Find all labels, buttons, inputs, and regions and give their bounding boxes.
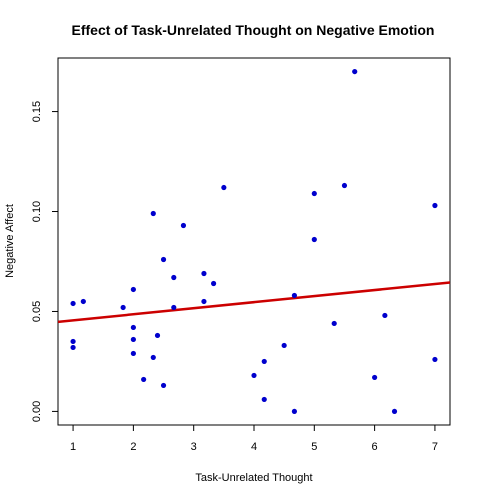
regression-line-group — [57, 281, 451, 324]
data-point — [70, 300, 76, 307]
y-tick-label: 0.05 — [31, 301, 43, 322]
data-point — [382, 312, 388, 319]
y-tick-label: 0.00 — [31, 401, 43, 422]
data-point — [261, 358, 267, 365]
data-point — [160, 256, 167, 263]
x-tick-label: 5 — [311, 441, 317, 453]
data-point — [291, 292, 298, 299]
data-point — [130, 350, 136, 357]
data-point — [120, 304, 126, 311]
data-point — [261, 396, 267, 403]
data-point — [160, 382, 167, 389]
data-points — [70, 68, 438, 415]
data-point — [210, 280, 217, 287]
data-point — [391, 408, 398, 415]
data-point — [281, 342, 287, 349]
data-point — [201, 298, 207, 305]
data-point — [201, 270, 207, 277]
data-point — [130, 336, 136, 343]
data-point — [432, 202, 438, 209]
data-point — [432, 356, 438, 363]
x-tick-label: 3 — [191, 441, 197, 453]
data-point — [141, 376, 147, 383]
data-point — [70, 338, 76, 345]
x-tick-label: 7 — [432, 441, 438, 453]
data-point — [150, 354, 156, 361]
data-point — [251, 372, 257, 379]
y-tick-label: 0.15 — [31, 101, 43, 122]
y-tick-label: 0.10 — [31, 201, 43, 222]
data-point — [150, 210, 156, 217]
x-tick-label: 6 — [372, 441, 378, 453]
data-point — [341, 182, 348, 189]
data-point — [130, 286, 136, 293]
x-tick-label: 2 — [130, 441, 136, 453]
data-point — [171, 274, 177, 281]
chart-title: Effect of Task-Unrelated Thought on Nega… — [72, 22, 435, 38]
data-point — [130, 324, 136, 331]
data-point — [171, 304, 177, 311]
x-axis-label: Task-Unrelated Thought — [195, 472, 312, 484]
data-point — [80, 298, 86, 305]
x-axis: 1 2 3 4 5 6 7 — [70, 425, 438, 453]
data-point — [372, 374, 378, 381]
y-axis-label: Negative Affect — [4, 204, 16, 278]
data-point — [311, 190, 317, 197]
y-axis: 0.00 0.05 0.10 0.15 — [31, 101, 58, 422]
regression-line — [57, 281, 451, 324]
data-point — [221, 184, 227, 191]
x-tick-label: 1 — [70, 441, 76, 453]
data-point — [311, 236, 317, 243]
data-point — [180, 222, 187, 229]
data-point — [291, 408, 298, 415]
data-point — [331, 320, 337, 327]
x-tick-label: 4 — [251, 441, 257, 453]
data-point — [352, 68, 358, 75]
plot-frame — [57, 57, 451, 426]
data-point — [70, 344, 76, 351]
data-point — [154, 332, 161, 339]
